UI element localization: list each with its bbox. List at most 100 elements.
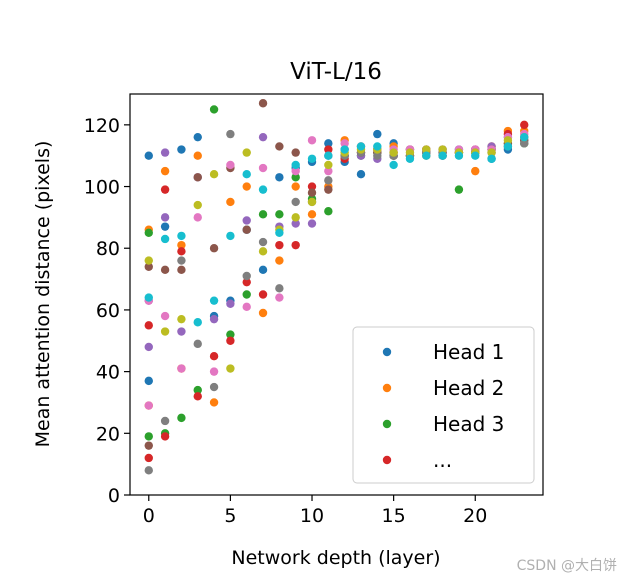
- data-point-s4-p2: [160, 148, 170, 157]
- data-point-s0-p9: [275, 173, 284, 182]
- x-tick-label-3: 15: [382, 505, 406, 527]
- data-point-s7-p1: [160, 416, 170, 426]
- data-point-s2-p12: [324, 207, 333, 216]
- watermark-text: CSDN @大白饼: [516, 558, 617, 574]
- data-point-s0-p4: [193, 132, 202, 142]
- data-point-s2-p20: [454, 185, 464, 194]
- chart-title: ViT-L/16: [290, 59, 382, 85]
- y-tick-label-5: 100: [84, 177, 120, 199]
- data-point-s8-p2: [177, 314, 186, 324]
- legend-marker-0: [382, 347, 392, 357]
- data-point-s3-p1: [144, 453, 153, 463]
- data-point-s6-p7: [242, 302, 251, 312]
- data-point-s8-p1: [160, 327, 170, 336]
- data-point-s9-p14: [373, 142, 382, 151]
- legend-entries: Head 1 Head 2 Head 3...: [382, 340, 504, 472]
- data-point-s7-p5: [226, 129, 235, 139]
- data-point-s0-p15: [373, 129, 382, 139]
- data-point-s2-p6: [226, 330, 235, 339]
- y-tick-label-0: 0: [108, 485, 120, 507]
- data-point-s9-p4: [209, 296, 219, 305]
- data-point-s9-p0: [144, 293, 153, 302]
- data-point-s5-p5: [209, 244, 219, 253]
- data-point-s9-p23: [520, 132, 529, 142]
- data-point-s4-p3: [160, 213, 170, 222]
- legend-label-3: ...: [433, 448, 452, 472]
- data-point-s6-p5: [209, 367, 219, 376]
- data-point-s5-p11: [307, 188, 317, 197]
- data-point-s6-p11: [307, 136, 317, 145]
- data-point-s4-p7: [226, 299, 235, 308]
- data-point-s5-p12: [324, 185, 333, 194]
- data-point-s8-p18: [438, 145, 447, 154]
- data-point-s9-p1: [160, 234, 170, 244]
- y-tick-label-6: 120: [84, 115, 120, 137]
- data-point-s9-p17: [422, 151, 431, 160]
- data-point-s5-p8: [258, 99, 268, 108]
- data-point-s9-p2: [177, 231, 186, 241]
- data-point-s5-p3: [177, 265, 186, 275]
- data-point-s0-p14: [356, 170, 366, 179]
- data-point-s2-p10: [291, 173, 300, 182]
- data-point-s7-p9: [291, 197, 300, 207]
- x-axis-label: Network depth (layer): [231, 547, 440, 569]
- data-point-s5-p4: [193, 173, 202, 182]
- data-point-s3-p10: [275, 240, 284, 250]
- data-point-s4-p1: [144, 342, 153, 352]
- y-axis: 0 20 40 60 80 100 120: [84, 115, 130, 507]
- data-point-s8-p4: [209, 170, 219, 179]
- data-point-s4-p12: [307, 219, 317, 228]
- data-point-s1-p22: [471, 166, 480, 176]
- data-point-s9-p3: [193, 318, 202, 327]
- data-point-s6-p1: [144, 401, 153, 410]
- data-point-s3-p2: [160, 185, 170, 194]
- data-point-s9-p22: [503, 142, 513, 151]
- data-point-s6-p10: [291, 166, 300, 176]
- data-point-s2-p8: [258, 210, 268, 219]
- data-point-s4-p11: [291, 219, 300, 228]
- data-point-s9-p21: [487, 154, 496, 163]
- data-point-s0-p12: [324, 139, 333, 148]
- data-point-s7-p4: [209, 382, 219, 392]
- data-point-s3-p11: [291, 240, 300, 250]
- data-point-s9-p7: [258, 185, 268, 194]
- data-point-s9-p19: [454, 151, 464, 160]
- data-point-s4-p6: [209, 314, 219, 324]
- data-point-s7-p23: [520, 139, 529, 148]
- data-point-s9-p12: [340, 145, 349, 154]
- data-point-s0-p2: [160, 222, 170, 231]
- data-point-s0-p1: [144, 376, 153, 386]
- data-point-s3-p3: [160, 432, 170, 441]
- data-point-s3-p25: [520, 120, 529, 130]
- data-point-s6-p6: [226, 160, 235, 170]
- data-point-s8-p6: [242, 148, 251, 157]
- data-point-s3-p0: [144, 321, 153, 330]
- y-axis-label: Mean attention distance (pixels): [32, 141, 54, 448]
- data-point-s1-p5: [193, 151, 202, 160]
- data-point-s2-p0: [144, 228, 153, 238]
- data-point-s2-p7: [242, 290, 251, 299]
- data-point-s8-p15: [389, 148, 398, 157]
- x-tick-label-1: 5: [224, 505, 236, 527]
- data-point-s4-p8: [242, 216, 251, 225]
- data-point-s8-p3: [193, 200, 202, 210]
- data-point-s6-p2: [160, 311, 170, 321]
- data-point-s8-p22: [503, 136, 513, 145]
- data-point-s8-p21: [487, 148, 496, 157]
- data-point-s1-p6: [209, 398, 219, 407]
- data-point-s3-p5: [193, 392, 202, 401]
- legend-box: [352, 326, 535, 484]
- legend-label-1: Head 2: [433, 376, 504, 400]
- data-point-s8-p9: [291, 213, 300, 222]
- data-point-s6-p3: [177, 364, 186, 373]
- y-tick-label-4: 80: [96, 238, 120, 260]
- data-point-s5-p1: [144, 441, 153, 450]
- data-point-s1-p9: [258, 308, 268, 318]
- data-point-s3-p8: [242, 277, 251, 287]
- data-point-s2-p4: [193, 385, 202, 395]
- data-point-s9-p10: [307, 154, 317, 163]
- data-point-s6-p13: [340, 139, 349, 148]
- x-tick-label-4: 20: [463, 505, 487, 527]
